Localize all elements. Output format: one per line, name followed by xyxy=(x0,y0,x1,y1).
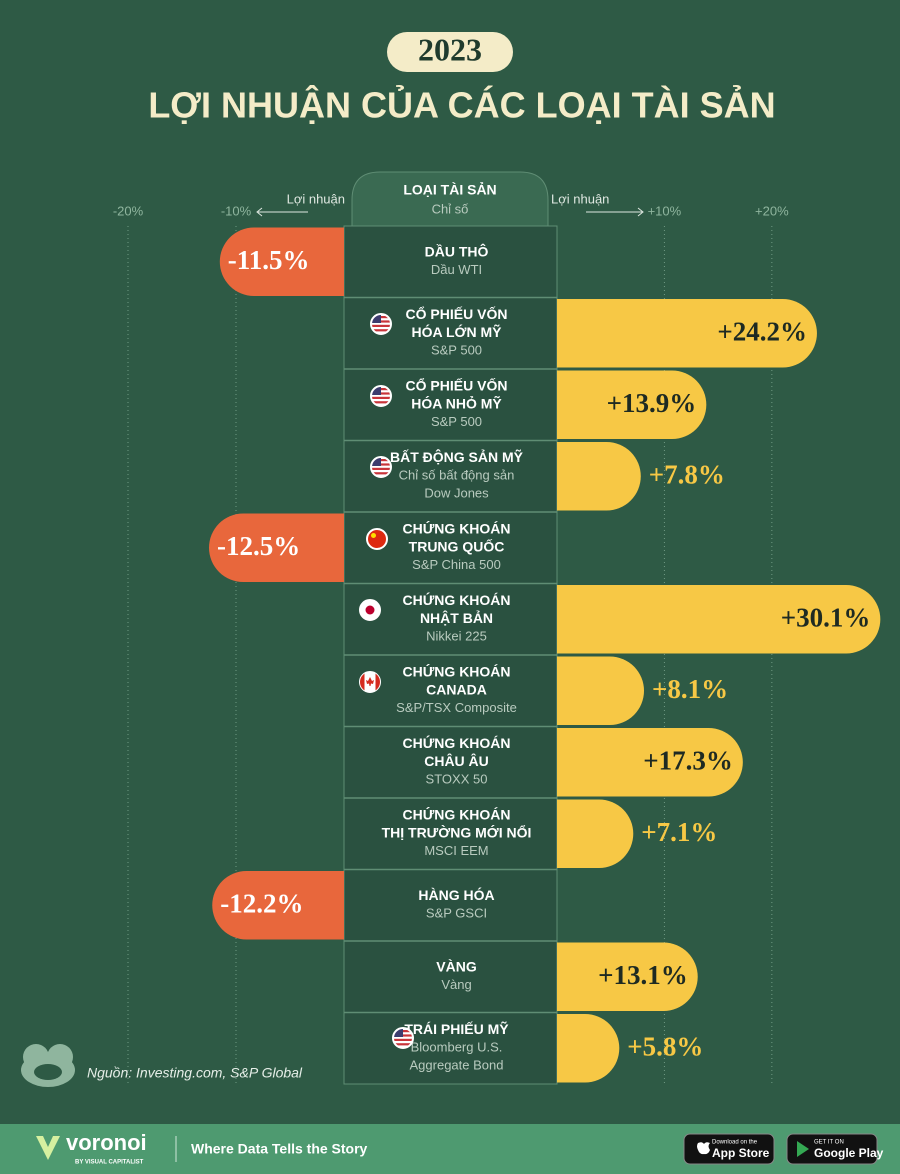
index-label: S&P GSCI xyxy=(426,906,487,921)
year: 2023 xyxy=(418,31,482,67)
category-label: VÀNG xyxy=(436,958,477,974)
year-badge xyxy=(387,32,513,72)
center-column xyxy=(343,225,558,1085)
x-tick-label: +10% xyxy=(648,203,682,218)
bar xyxy=(557,370,707,439)
index-label: Dầu WTI xyxy=(431,262,482,277)
axis-label-left: Lợi nhuận xyxy=(287,191,345,206)
apple-icon xyxy=(697,1142,710,1155)
google-play-small: GET IT ON xyxy=(814,1140,844,1146)
bar xyxy=(557,442,641,511)
category-label: THỊ TRƯỜNG MỚI NỔI xyxy=(382,823,532,840)
index-label: Nikkei 225 xyxy=(426,629,487,644)
category-label: CỔ PHIẾU VỐN xyxy=(406,305,508,322)
value-label: -12.5% xyxy=(217,531,300,561)
tagline: Where Data Tells the Story xyxy=(191,1141,368,1157)
brand-logo xyxy=(36,1136,60,1160)
category-label: NHẬT BẢN xyxy=(420,609,493,626)
category-label: CHÂU ÂU xyxy=(424,752,489,769)
bar xyxy=(557,942,698,1011)
bar xyxy=(219,227,344,296)
value-label: +30.1% xyxy=(781,602,871,632)
category-label: CỔ PHIẾU VỐN xyxy=(406,376,508,393)
value-label: +8.1% xyxy=(652,674,728,704)
category-label: HÓA LỚN MỸ xyxy=(412,323,503,340)
index-label: Aggregate Bond xyxy=(410,1058,504,1073)
index-label: S&P/TSX Composite xyxy=(396,700,517,715)
category-label: HÀNG HÓA xyxy=(418,886,494,903)
source-logo xyxy=(21,1044,75,1087)
category-label: CHỨNG KHOÁN xyxy=(402,591,510,608)
app-store: App Store xyxy=(712,1146,770,1160)
column-header-box xyxy=(351,171,549,227)
value-label: -11.5% xyxy=(228,245,310,275)
value-label: +7.8% xyxy=(649,459,725,489)
flag-us xyxy=(371,386,391,406)
axis-arrowhead-left xyxy=(256,207,263,217)
category-label: CHỨNG KHOÁN xyxy=(402,734,510,751)
x-tick-label: -10% xyxy=(221,203,252,218)
bar xyxy=(208,513,344,582)
flag-us xyxy=(371,457,391,477)
bar-layer xyxy=(208,227,881,1083)
axis-arrowhead-right xyxy=(637,207,644,217)
category-label: CHỨNG KHOÁN xyxy=(402,519,510,536)
flag-us xyxy=(393,1028,413,1048)
flag-china xyxy=(366,528,388,550)
app-store-small: Download on the xyxy=(712,1140,758,1146)
flag-canada xyxy=(360,672,380,692)
value-label: +5.8% xyxy=(627,1031,703,1061)
bar xyxy=(557,728,743,797)
bar xyxy=(557,299,817,368)
chart-title: LỢI NHUẬN CỦA CÁC LOẠI TÀI SẢN xyxy=(148,84,775,126)
index-label: Chỉ số bất động sản xyxy=(399,468,515,483)
x-tick-label: +20% xyxy=(755,203,789,218)
grid-layer: -20% -10% +10% +20% xyxy=(113,203,789,1084)
source: Nguồn: Investing.com, S&P Global xyxy=(87,1065,303,1081)
bar xyxy=(557,585,881,654)
category-label: TRUNG QUỐC xyxy=(409,537,505,554)
column-subheader: Chỉ số xyxy=(432,201,469,216)
axis-label-right: Lợi nhuận xyxy=(551,191,609,206)
bar xyxy=(212,871,344,940)
index-label: MSCI EEM xyxy=(424,843,488,858)
bar xyxy=(557,1014,620,1083)
category-label: HÓA NHỎ MỸ xyxy=(411,394,502,411)
flag-us xyxy=(371,314,391,334)
category-label: BẤT ĐỘNG SẢN MỸ xyxy=(390,448,524,465)
x-tick-label: -20% xyxy=(113,203,144,218)
index-label: Dow Jones xyxy=(424,486,489,501)
app-store-button[interactable] xyxy=(683,1133,775,1165)
flag-japan xyxy=(359,599,381,621)
index-label: S&P 500 xyxy=(431,343,482,358)
brand: voronoi xyxy=(66,1130,147,1155)
bar xyxy=(557,799,634,868)
category-label: TRÁI PHIẾU MỸ xyxy=(404,1020,509,1037)
category-label: CHỨNG KHOÁN xyxy=(402,662,510,679)
index-label: Vàng xyxy=(441,977,471,992)
bar xyxy=(557,656,645,725)
column-header: LOẠI TÀI SẢN xyxy=(403,182,496,198)
category-label: CHỨNG KHOÁN xyxy=(402,805,510,822)
index-label: Bloomberg U.S. xyxy=(411,1040,503,1055)
brand-sub: BY VISUAL CAPITALIST xyxy=(75,1160,144,1166)
value-label: +24.2% xyxy=(717,316,807,346)
value-label: +13.1% xyxy=(598,960,688,990)
play-icon xyxy=(797,1141,809,1157)
value-label: +17.3% xyxy=(643,745,733,775)
google-play-button[interactable] xyxy=(786,1133,878,1165)
index-label: STOXX 50 xyxy=(426,772,488,787)
value-label: +7.1% xyxy=(641,817,717,847)
index-label: S&P China 500 xyxy=(412,557,501,572)
category-label: CANADA xyxy=(426,681,487,697)
google-play: Google Play xyxy=(814,1146,884,1160)
value-label: +13.9% xyxy=(607,388,697,418)
value-label: -12.2% xyxy=(220,888,303,918)
index-label: S&P 500 xyxy=(431,414,482,429)
category-label: DẦU THÔ xyxy=(425,242,489,259)
